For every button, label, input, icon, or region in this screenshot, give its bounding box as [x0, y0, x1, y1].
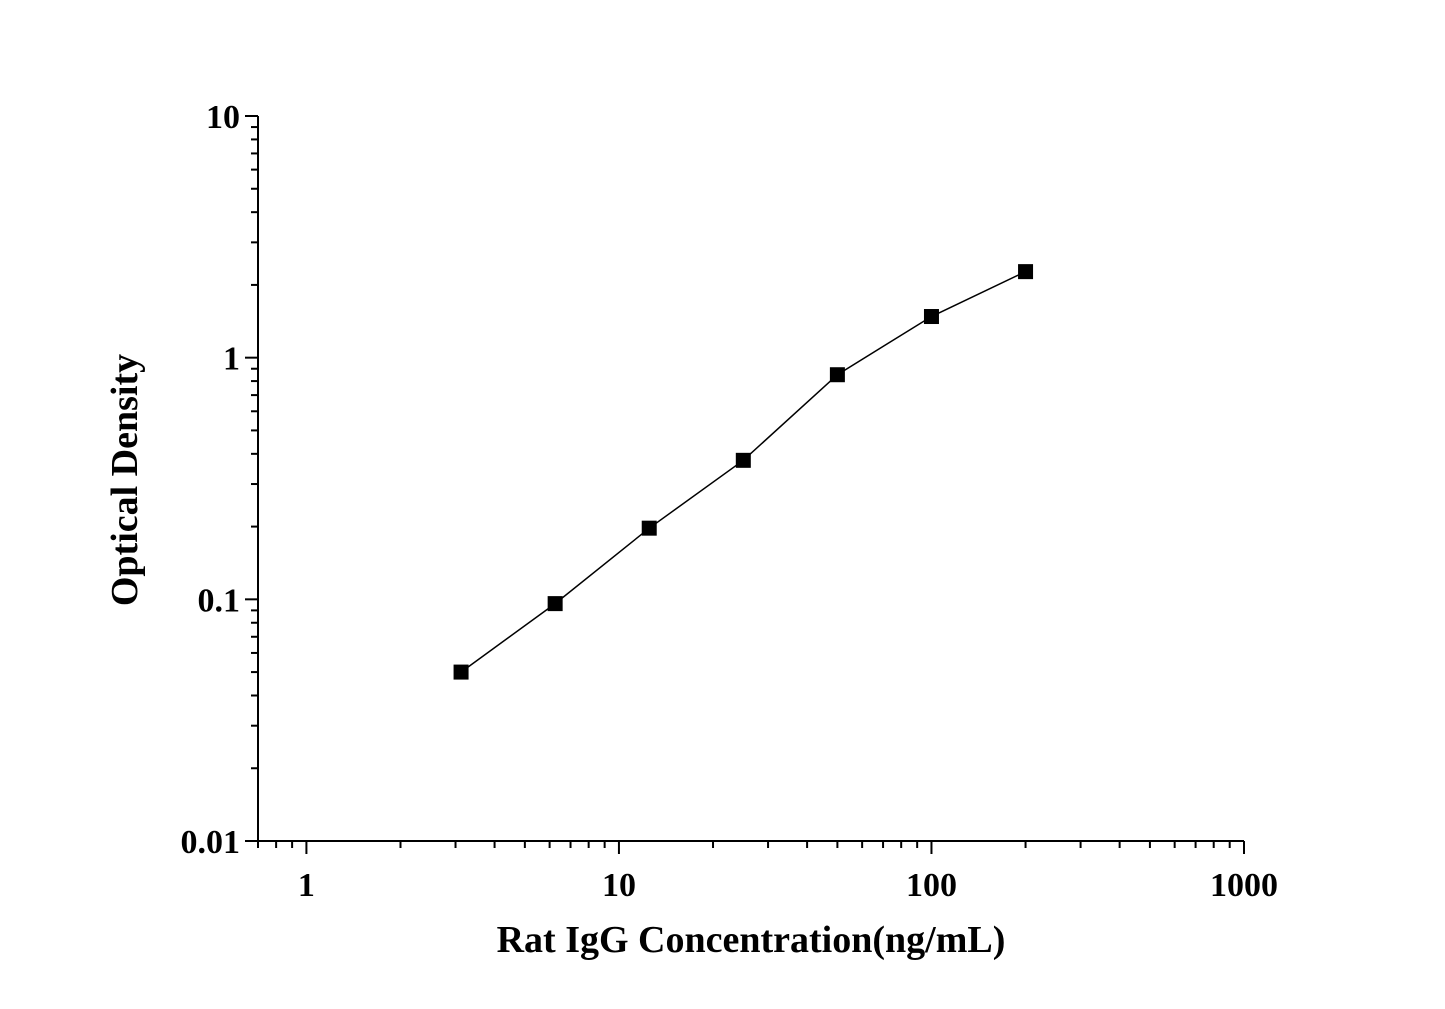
data-point [547, 596, 563, 612]
y-tick-label: 0.01 [181, 824, 241, 861]
y-tick-label: 1 [223, 341, 240, 378]
data-point [735, 452, 751, 468]
x-axis-title: Rat IgG Concentration(ng/mL) [497, 919, 1006, 961]
y-tick-label: 0.1 [198, 582, 241, 619]
data-point [641, 520, 657, 536]
data-point [923, 309, 939, 325]
y-tick-label: 10 [206, 99, 240, 136]
data-point [829, 367, 845, 383]
x-tick-label: 1000 [1210, 867, 1278, 904]
x-tick-label: 100 [906, 867, 957, 904]
data-point [453, 664, 469, 680]
x-tick-label: 10 [602, 867, 636, 904]
data-point [1018, 264, 1034, 280]
series-line [460, 270, 1026, 673]
x-tick-label: 1 [298, 867, 315, 904]
y-axis-title: Optical Density [104, 354, 146, 606]
